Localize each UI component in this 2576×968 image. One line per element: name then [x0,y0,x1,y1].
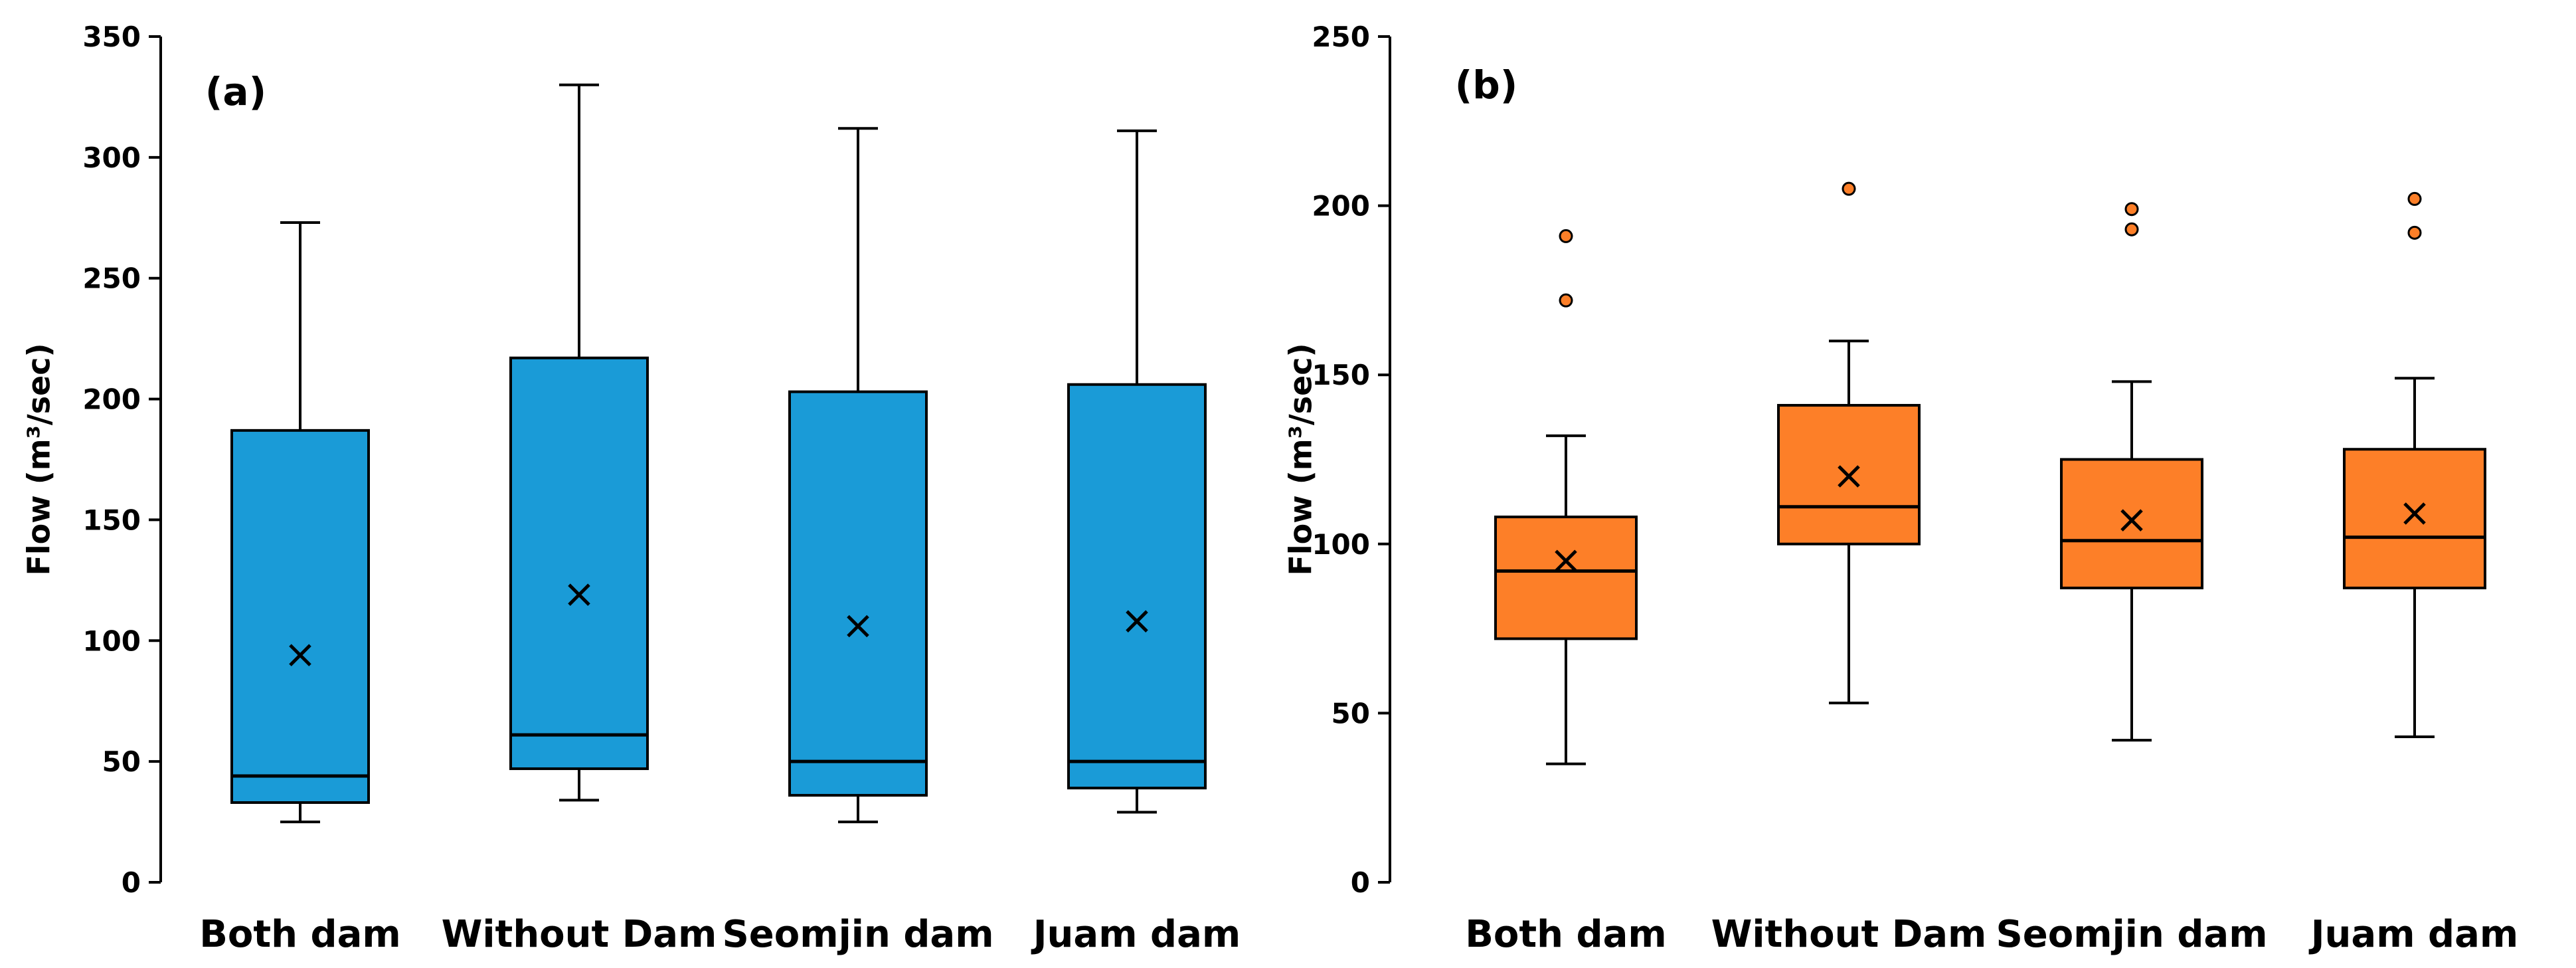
panel-b: 0 50 100 150 200 250 Flow (m³/sec) (b) Both dam W… [1283,21,2519,956]
y-tick-label: 250 [1312,21,1370,53]
box-juam-dam [1067,129,1207,814]
outlier-point [2124,202,2139,217]
outlier-point [2124,222,2139,237]
y-tick-label: 100 [1312,528,1370,561]
outlier-point [2407,191,2422,206]
iqr-box [788,390,928,797]
y-tick-label: 50 [102,745,141,778]
category-label: Both dam [1465,913,1667,956]
mean-marker [289,644,311,666]
outlier-point [1559,229,1573,243]
box-both-dam [230,221,370,824]
iqr-box [1494,516,1638,640]
box-without-dam [1777,181,1921,705]
box-seomjin-dam [2060,202,2203,742]
y-tick-label: 0 [122,866,141,899]
iqr-box [2060,458,2203,589]
box-both-dam [1494,229,1638,765]
category-label: Both dam [199,913,401,956]
category-label: Without Dam [442,913,717,956]
panel-label: (a) [205,69,266,114]
category-label: Juam dam [2308,913,2519,956]
box-seomjin-dam [788,127,928,824]
outlier-point [1559,293,1573,308]
iqr-box [2343,448,2486,589]
iqr-box [509,356,649,771]
y-axis-title: Flow (m³/sec) [21,343,57,575]
y-tick-label: 0 [1351,866,1370,899]
panel-a: 0 50 100 150 200 250 300 350 Flow (m³/sec) (a) Bot… [21,21,1241,956]
category-label: Seomjin dam [1996,913,2267,956]
mean-marker [2403,502,2426,525]
y-tick-label: 200 [1312,190,1370,223]
y-tick-label: 350 [82,21,141,53]
y-tick-label: 250 [82,262,141,295]
iqr-box [230,429,370,804]
iqr-box [1067,383,1207,790]
y-axis-title: Flow (m³/sec) [1283,343,1319,575]
mean-marker [1126,610,1148,632]
box-without-dam [509,83,649,802]
y-tick-label: 200 [82,383,141,416]
category-label: Seomjin dam [722,913,993,956]
y-tick-label: 100 [82,625,141,657]
panel-label: (b) [1455,62,1518,108]
mean-marker [1555,549,1577,573]
y-tick-label: 50 [1331,697,1370,729]
mean-marker [568,583,590,606]
y-tick-label: 150 [1312,359,1370,391]
y-tick-label: 150 [82,504,141,536]
outlier-point [2407,225,2422,240]
category-label: Juam dam [1031,913,1241,956]
outlier-point [1842,181,1856,196]
mean-marker [2120,509,2143,532]
box-juam-dam [2343,191,2486,739]
y-tick-label: 300 [82,142,141,174]
mean-marker [847,615,869,638]
category-label: Without Dam [1711,913,1987,956]
mean-marker [1838,465,1860,488]
